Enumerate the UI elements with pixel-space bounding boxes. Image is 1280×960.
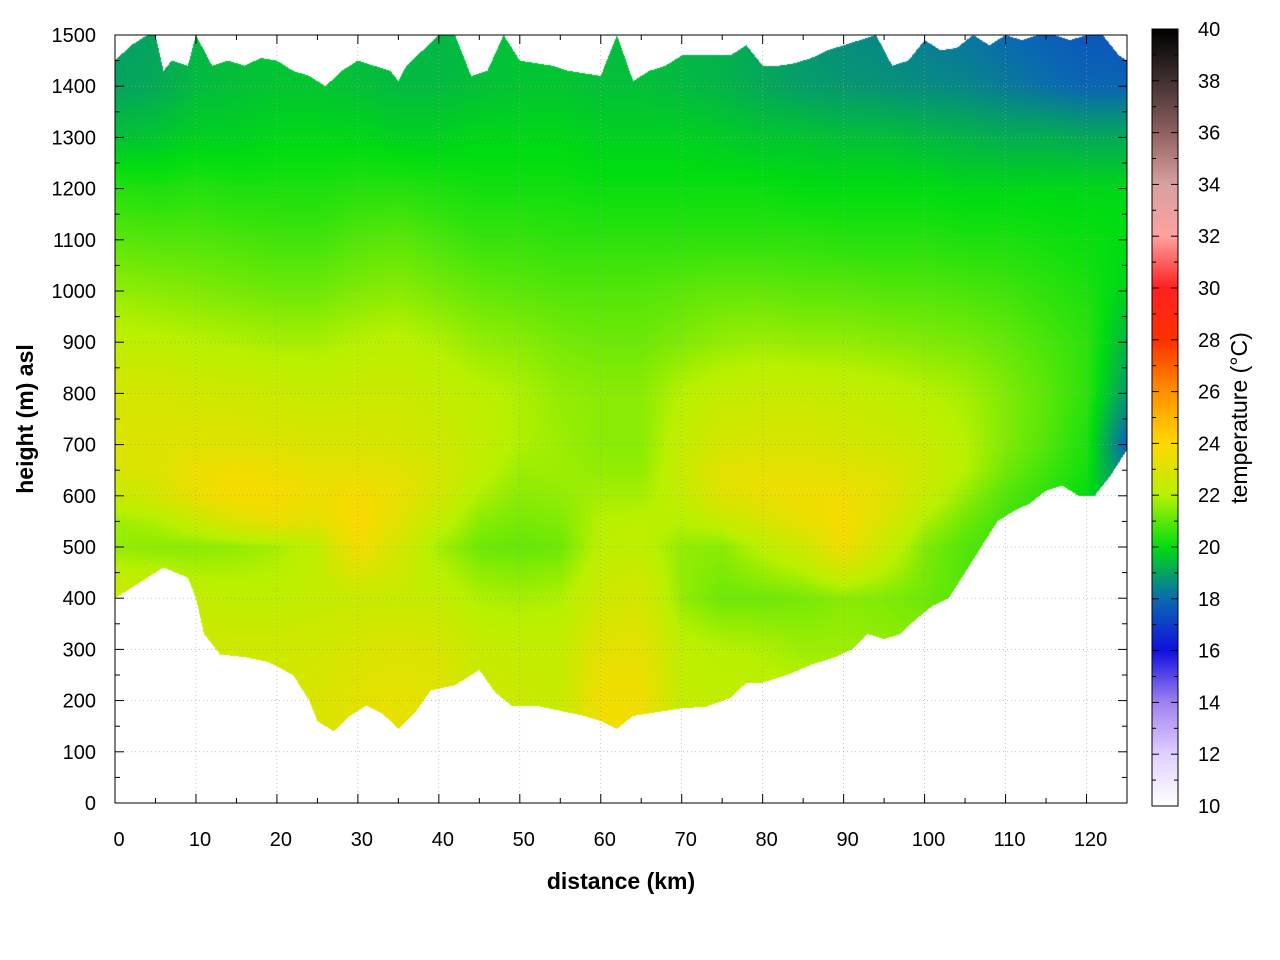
colorbar-tick-label: 28 — [1198, 330, 1220, 352]
x-tick-label: 50 — [513, 829, 535, 851]
y-axis: 0 100 200 300 400 500 600 700 800 900 1000 1100 1200… — [52, 25, 1127, 815]
colorbar-tick-label: 10 — [1198, 796, 1220, 818]
y-tick-label: 1100 — [53, 230, 96, 252]
y-tick-label: 1400 — [52, 76, 97, 98]
colorbar: 10 12 14 16 18 20 22 24 26 28 30 32 34 36 38 40 — [1151, 19, 1220, 818]
y-tick-label: 1000 — [52, 281, 97, 303]
colorbar-tick-label: 12 — [1198, 744, 1220, 766]
y-tick-label: 300 — [63, 639, 96, 661]
y-tick-label: 1500 — [52, 25, 97, 47]
x-tick-label: 80 — [756, 829, 778, 851]
x-tick-label: 90 — [837, 829, 859, 851]
x-axis-title: distance (km) — [547, 868, 695, 894]
temperature-field — [115, 35, 1127, 803]
colorbar-tick-label: 26 — [1198, 382, 1220, 404]
colorbar-tick-label: 24 — [1198, 433, 1220, 455]
y-tick-label: 900 — [63, 332, 96, 354]
x-tick-label: 70 — [675, 829, 697, 851]
y-tick-label: 800 — [63, 383, 96, 405]
x-tick-label: 20 — [270, 829, 292, 851]
colorbar-title: temperature (°C) — [1226, 332, 1252, 504]
colorbar-tick-label: 36 — [1198, 123, 1220, 145]
colorbar-tick-label: 20 — [1198, 537, 1220, 559]
y-tick-label: 200 — [63, 691, 96, 713]
y-tick-label: 1300 — [52, 127, 97, 149]
colorbar-tick-label: 16 — [1198, 641, 1220, 663]
y-tick-label: 500 — [63, 537, 96, 559]
grid — [115, 35, 1127, 803]
y-tick-label: 100 — [63, 742, 96, 764]
x-axis: 0 10 20 30 40 50 60 70 80 90 100 110 120 — [113, 35, 1107, 851]
colorbar-tick-label: 38 — [1198, 71, 1220, 93]
colorbar-tick-label: 34 — [1198, 174, 1220, 196]
colorbar-tick-label: 18 — [1198, 589, 1220, 611]
colorbar-tick-label: 14 — [1198, 692, 1220, 714]
colorbar-scale — [1151, 28, 1179, 807]
colorbar-tick-label: 30 — [1198, 278, 1220, 300]
temperature-field-image — [115, 35, 1127, 803]
y-tick-label: 400 — [63, 588, 96, 610]
x-tick-label: 10 — [189, 829, 211, 851]
x-tick-label: 120 — [1074, 829, 1107, 851]
y-tick-label: 1200 — [52, 179, 97, 201]
y-axis-title: height (m) asl — [12, 344, 38, 494]
colorbar-tick-label: 40 — [1198, 19, 1220, 41]
x-tick-label: 60 — [594, 829, 616, 851]
x-tick-label: 30 — [351, 829, 373, 851]
x-tick-label: 0 — [113, 829, 124, 851]
y-tick-label: 0 — [85, 793, 96, 815]
x-tick-label: 110 — [994, 829, 1026, 851]
y-tick-label: 700 — [63, 435, 96, 457]
y-tick-label: 600 — [63, 486, 96, 508]
x-tick-label: 100 — [912, 829, 945, 851]
colorbar-tick-label: 32 — [1198, 226, 1220, 248]
colorbar-tick-label: 22 — [1198, 485, 1220, 507]
x-tick-label: 40 — [432, 829, 454, 851]
